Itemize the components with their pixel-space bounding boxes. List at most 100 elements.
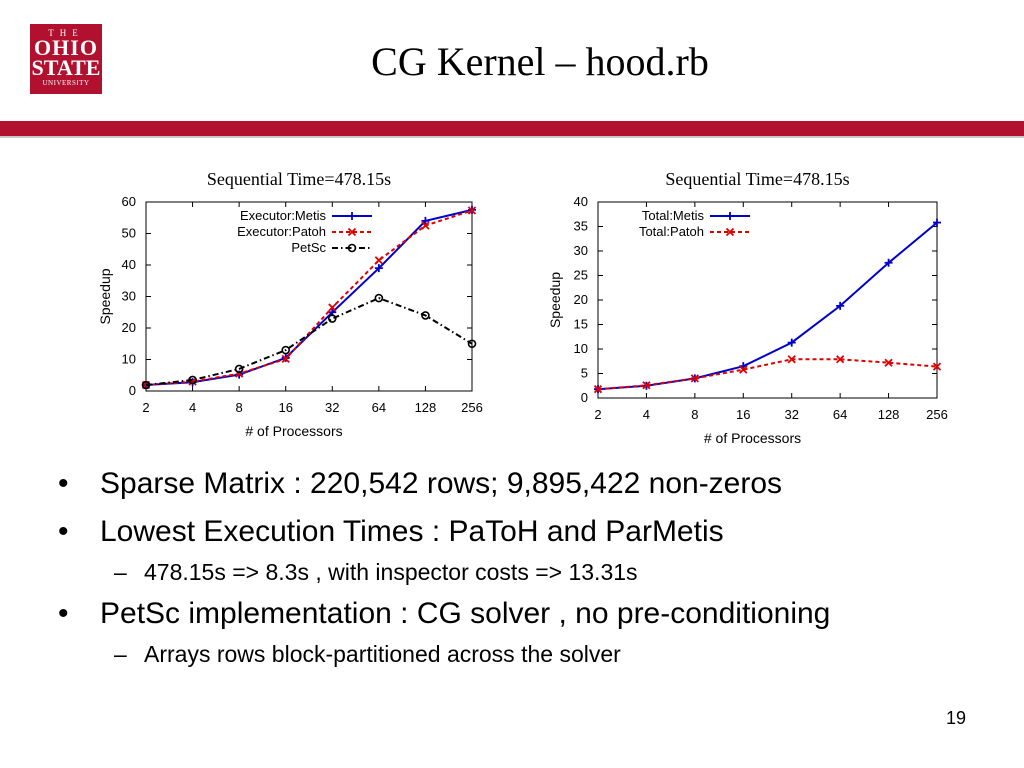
bullet-text: Lowest Execution Times : PaToH and ParMe… bbox=[100, 515, 724, 548]
data-point bbox=[328, 303, 337, 312]
bullet-dot: • bbox=[58, 515, 69, 548]
legend-label: PetSc bbox=[291, 240, 326, 255]
data-point bbox=[374, 256, 383, 265]
y-tick-label: 35 bbox=[574, 219, 588, 234]
series-line bbox=[145, 209, 473, 386]
data-point bbox=[281, 354, 290, 364]
sub-bullet-dash: – bbox=[114, 559, 127, 585]
data-point bbox=[374, 264, 383, 273]
sub-bullet-dash: – bbox=[114, 641, 127, 667]
x-tick-label: 2 bbox=[594, 407, 601, 422]
legend-marker bbox=[347, 227, 357, 237]
y-axis-label: Speedup bbox=[97, 268, 113, 324]
y-tick-label: 20 bbox=[122, 320, 136, 335]
y-tick-label: 40 bbox=[122, 257, 136, 272]
logo-line-the: THE bbox=[48, 28, 84, 38]
data-point bbox=[884, 258, 893, 267]
data-point bbox=[141, 380, 151, 390]
x-axis-label: # of Processors bbox=[245, 423, 342, 439]
data-point bbox=[234, 364, 244, 374]
chart-title: Sequential Time=478.15s bbox=[665, 169, 849, 189]
y-tick-label: 40 bbox=[574, 194, 588, 209]
y-tick-label: 25 bbox=[574, 268, 588, 283]
y-tick-label: 5 bbox=[581, 366, 588, 381]
x-tick-label: 16 bbox=[278, 400, 292, 415]
data-point bbox=[933, 218, 941, 227]
y-tick-label: 50 bbox=[122, 226, 136, 241]
x-tick-label: 128 bbox=[415, 400, 437, 415]
x-tick-label: 64 bbox=[833, 407, 847, 422]
legend-label: Total:Metis bbox=[642, 208, 705, 223]
data-point bbox=[327, 314, 337, 323]
speedup-chart-executor: Sequential Time=478.15s 0 10 20 30 40 50 60 2 4 8 1… bbox=[97, 169, 483, 439]
y-tick-label: 30 bbox=[122, 289, 136, 304]
data-point bbox=[374, 293, 384, 303]
x-tick-label: 32 bbox=[325, 400, 339, 415]
series-line bbox=[145, 297, 473, 386]
data-point bbox=[836, 301, 845, 310]
sub-bullet-item: – Arrays rows block-partitioned across t… bbox=[58, 640, 998, 668]
logo-line-ohio: OHIO bbox=[34, 35, 98, 60]
y-tick-label: 30 bbox=[574, 243, 588, 258]
bullet-item: • PetSc implementation : CG solver , no … bbox=[58, 596, 998, 632]
x-tick-label: 64 bbox=[372, 400, 386, 415]
data-point bbox=[932, 362, 942, 371]
x-tick-label: 4 bbox=[643, 407, 650, 422]
x-tick-label: 16 bbox=[736, 407, 750, 422]
data-point bbox=[593, 385, 603, 394]
data-point bbox=[467, 206, 477, 215]
logo-line-state: STATE bbox=[31, 55, 101, 80]
y-tick-label: 15 bbox=[574, 317, 588, 332]
x-tick-label: 128 bbox=[878, 407, 900, 422]
y-tick-label: 10 bbox=[122, 352, 136, 367]
legend-label: Executor:Patoh bbox=[237, 224, 326, 239]
bullet-item: • Lowest Execution Times : PaToH and Par… bbox=[58, 514, 998, 550]
data-point bbox=[836, 355, 845, 364]
data-point bbox=[739, 365, 748, 374]
logo-line-university: UNIVERSITY bbox=[42, 79, 90, 87]
data-point bbox=[690, 374, 699, 383]
data-point bbox=[421, 221, 430, 230]
series-line bbox=[145, 208, 473, 386]
bullet-item: • Sparse Matrix : 220,542 rows; 9,895,42… bbox=[58, 466, 998, 502]
legend-marker bbox=[347, 243, 357, 253]
x-tick-label: 256 bbox=[926, 407, 948, 422]
data-point bbox=[884, 358, 893, 367]
legend-marker bbox=[726, 212, 734, 220]
sub-bullet-text: 478.15s => 8.3s , with inspector costs =… bbox=[144, 559, 638, 585]
sub-bullet-text: Arrays rows block-partitioned across the… bbox=[144, 641, 621, 667]
sub-bullet-item: – 478.15s => 8.3s , with inspector costs… bbox=[58, 558, 998, 586]
y-axis-label: Speedup bbox=[547, 272, 563, 328]
bullet-list: • Sparse Matrix : 220,542 rows; 9,895,42… bbox=[58, 466, 998, 678]
y-tick-label: 20 bbox=[574, 292, 588, 307]
data-point bbox=[642, 381, 651, 390]
x-tick-label: 256 bbox=[461, 400, 483, 415]
legend-marker bbox=[725, 227, 735, 237]
data-point bbox=[188, 377, 197, 386]
header-red-bar bbox=[0, 121, 1024, 136]
x-tick-label: 32 bbox=[784, 407, 798, 422]
bullet-dot: • bbox=[58, 597, 69, 630]
bullet-text: Sparse Matrix : 220,542 rows; 9,895,422 … bbox=[100, 467, 783, 500]
x-tick-label: 8 bbox=[236, 400, 243, 415]
x-axis-label: # of Processors bbox=[704, 430, 801, 446]
chart-title: Sequential Time=478.15s bbox=[207, 169, 391, 189]
y-tick-label: 60 bbox=[122, 194, 136, 209]
data-point bbox=[421, 311, 430, 320]
y-tick-label: 10 bbox=[574, 341, 588, 356]
data-point bbox=[281, 345, 291, 355]
page-number: 19 bbox=[945, 708, 966, 728]
bullet-text: PetSc implementation : CG solver , no pr… bbox=[100, 597, 831, 630]
legend-marker bbox=[348, 212, 356, 220]
legend-label: Total:Patoh bbox=[639, 224, 704, 239]
slide-title: CG Kernel – hood.rb bbox=[371, 39, 709, 84]
y-tick-label: 0 bbox=[129, 383, 136, 398]
y-tick-label: 0 bbox=[581, 390, 588, 405]
data-point bbox=[421, 216, 430, 225]
header-gray-rule bbox=[0, 136, 1024, 138]
series-line bbox=[597, 358, 938, 391]
data-point bbox=[188, 375, 197, 385]
speedup-chart-total: Sequential Time=478.15s 0 5 10 15 20 25 30 35 40 2… bbox=[547, 169, 948, 446]
bullet-dot: • bbox=[58, 467, 69, 500]
legend-label: Executor:Metis bbox=[240, 208, 326, 223]
